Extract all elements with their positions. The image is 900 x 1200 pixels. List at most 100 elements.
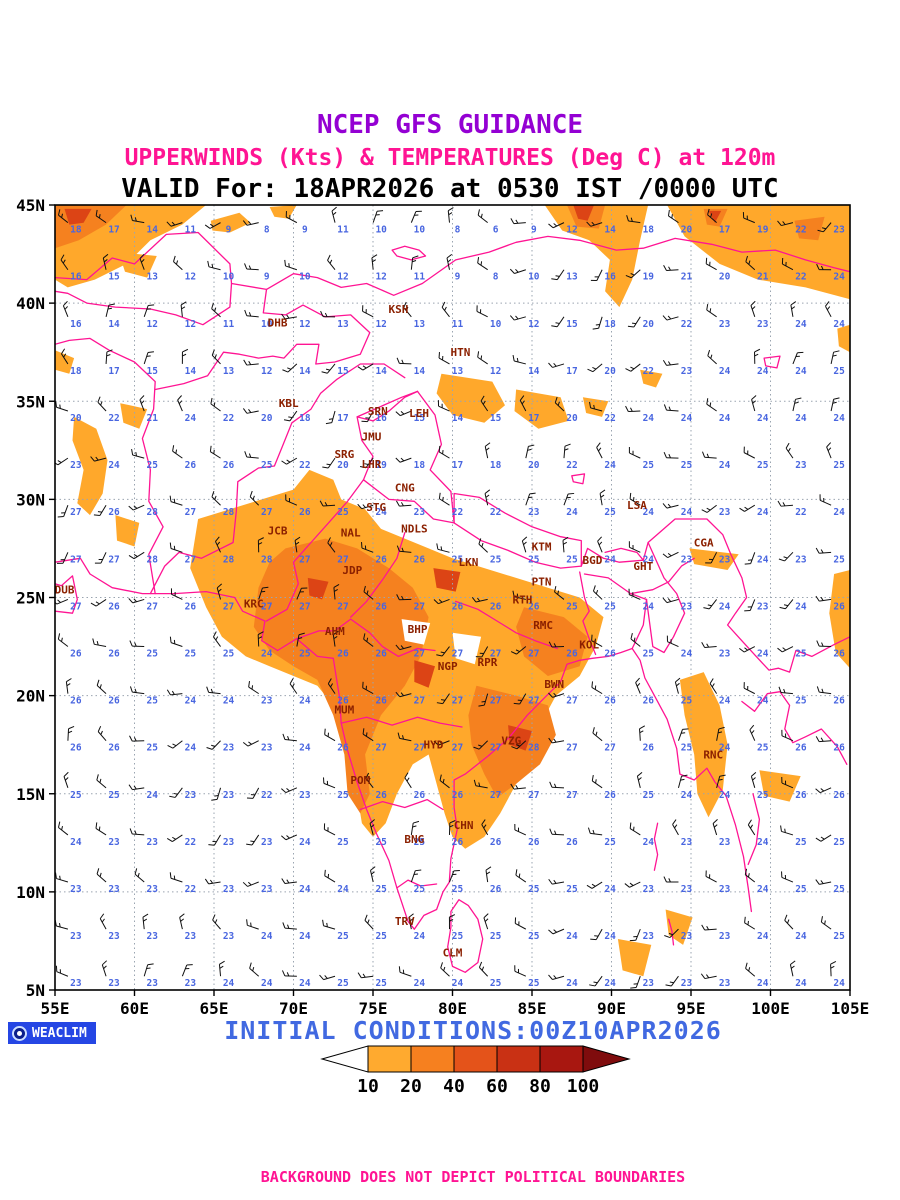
- svg-text:24: 24: [185, 696, 197, 707]
- svg-text:CLM: CLM: [443, 947, 463, 960]
- svg-text:23: 23: [185, 978, 197, 989]
- svg-text:24: 24: [795, 978, 807, 989]
- svg-text:RPR: RPR: [478, 656, 498, 669]
- svg-text:11: 11: [337, 225, 349, 236]
- svg-text:10: 10: [299, 272, 311, 283]
- svg-text:20: 20: [261, 413, 273, 424]
- svg-text:23: 23: [833, 225, 845, 236]
- svg-text:6: 6: [493, 225, 499, 236]
- svg-text:23: 23: [261, 696, 273, 707]
- svg-text:26: 26: [452, 790, 464, 801]
- svg-text:24: 24: [452, 978, 464, 989]
- svg-text:26: 26: [604, 649, 616, 660]
- svg-text:24: 24: [643, 554, 655, 565]
- svg-text:17: 17: [108, 366, 119, 377]
- svg-text:27: 27: [299, 601, 310, 612]
- svg-text:26: 26: [299, 507, 311, 518]
- svg-text:25: 25: [681, 696, 693, 707]
- svg-text:25: 25: [833, 884, 845, 895]
- svg-text:26: 26: [223, 460, 235, 471]
- svg-text:26: 26: [490, 884, 502, 895]
- svg-text:21: 21: [146, 413, 158, 424]
- svg-text:26: 26: [795, 790, 807, 801]
- svg-text:17: 17: [452, 460, 463, 471]
- svg-text:23: 23: [719, 649, 731, 660]
- svg-text:25: 25: [528, 884, 540, 895]
- svg-text:13: 13: [223, 366, 235, 377]
- svg-text:24: 24: [757, 366, 769, 377]
- svg-text:23: 23: [108, 837, 120, 848]
- svg-text:26: 26: [528, 837, 540, 848]
- svg-text:27: 27: [185, 554, 196, 565]
- svg-text:25: 25: [566, 884, 578, 895]
- svg-text:KOL: KOL: [579, 639, 599, 652]
- svg-text:17: 17: [719, 225, 730, 236]
- svg-text:20: 20: [70, 413, 82, 424]
- svg-text:25: 25: [833, 931, 845, 942]
- svg-text:26: 26: [452, 837, 464, 848]
- svg-text:24: 24: [299, 743, 311, 754]
- title-line-2: UPPERWINDS (Kts) & TEMPERATURES (Deg C) …: [124, 145, 776, 171]
- svg-text:10: 10: [528, 272, 540, 283]
- svg-text:11: 11: [185, 225, 197, 236]
- svg-text:27: 27: [490, 743, 501, 754]
- svg-text:24: 24: [833, 319, 845, 330]
- svg-text:GHT: GHT: [633, 560, 653, 573]
- svg-text:25: 25: [337, 837, 349, 848]
- svg-text:80: 80: [529, 1076, 551, 1097]
- color-legend: 10 20 40 60 80 100: [320, 1045, 631, 1097]
- svg-text:23: 23: [643, 884, 655, 895]
- svg-text:RTH: RTH: [513, 593, 533, 606]
- svg-text:26: 26: [643, 743, 655, 754]
- svg-text:14: 14: [108, 319, 120, 330]
- svg-text:25: 25: [261, 460, 273, 471]
- svg-text:18: 18: [604, 319, 616, 330]
- svg-text:27: 27: [261, 601, 272, 612]
- svg-text:9: 9: [226, 225, 232, 236]
- svg-text:26: 26: [70, 696, 82, 707]
- svg-text:25: 25: [833, 460, 845, 471]
- svg-text:25: 25: [757, 743, 769, 754]
- svg-text:24: 24: [299, 696, 311, 707]
- svg-text:26: 26: [108, 696, 120, 707]
- title-line-1: NCEP GFS GUIDANCE: [316, 110, 584, 140]
- svg-text:24: 24: [604, 931, 616, 942]
- svg-text:90E: 90E: [597, 999, 626, 1018]
- svg-text:24: 24: [719, 366, 731, 377]
- svg-text:23: 23: [70, 460, 82, 471]
- svg-text:24: 24: [757, 554, 769, 565]
- svg-text:24: 24: [604, 978, 616, 989]
- svg-text:23: 23: [681, 978, 693, 989]
- svg-text:DUB: DUB: [55, 584, 75, 597]
- svg-text:23: 23: [70, 978, 82, 989]
- svg-text:24: 24: [757, 931, 769, 942]
- svg-text:25: 25: [108, 790, 120, 801]
- svg-text:10: 10: [223, 272, 235, 283]
- svg-text:24: 24: [261, 649, 273, 660]
- svg-text:26: 26: [795, 743, 807, 754]
- svg-text:24: 24: [108, 460, 120, 471]
- svg-text:70E: 70E: [279, 999, 308, 1018]
- svg-text:24: 24: [643, 601, 655, 612]
- svg-text:24: 24: [299, 884, 311, 895]
- svg-text:23: 23: [146, 931, 158, 942]
- svg-text:26: 26: [375, 696, 387, 707]
- svg-text:23: 23: [643, 978, 655, 989]
- svg-text:11: 11: [414, 272, 426, 283]
- svg-text:24: 24: [299, 978, 311, 989]
- svg-text:26: 26: [490, 837, 502, 848]
- svg-text:JDP: JDP: [342, 564, 362, 577]
- svg-text:8: 8: [264, 225, 270, 236]
- svg-text:26: 26: [833, 601, 845, 612]
- svg-text:25: 25: [528, 554, 540, 565]
- svg-text:25: 25: [528, 931, 540, 942]
- svg-text:25: 25: [681, 743, 693, 754]
- wind-barbs: [55, 206, 840, 989]
- svg-text:22: 22: [108, 413, 119, 424]
- svg-text:LSA: LSA: [627, 499, 647, 512]
- svg-text:18: 18: [70, 225, 82, 236]
- svg-text:100E: 100E: [751, 999, 790, 1018]
- svg-text:27: 27: [490, 790, 501, 801]
- svg-text:10N: 10N: [16, 883, 45, 902]
- svg-text:22: 22: [299, 460, 310, 471]
